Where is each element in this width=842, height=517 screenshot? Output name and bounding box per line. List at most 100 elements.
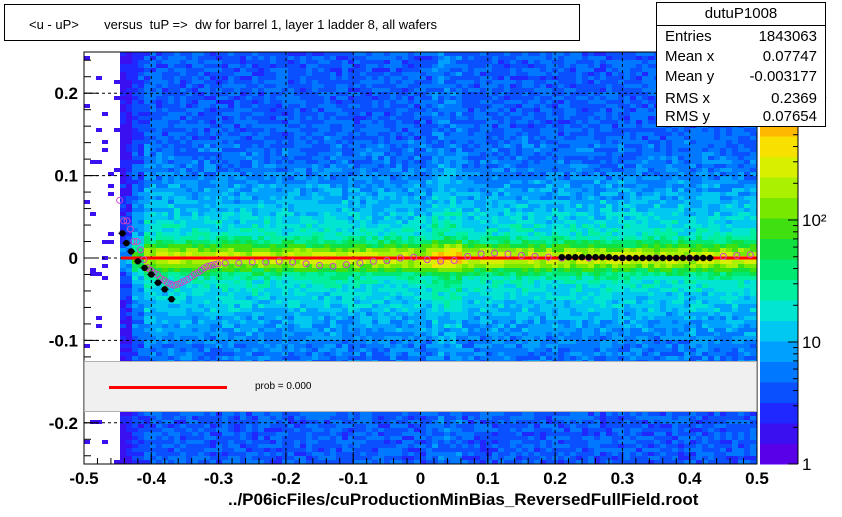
heatmap-cell (384, 184, 390, 188)
heatmap-cell (252, 76, 258, 80)
heatmap-cell (246, 348, 252, 352)
heatmap-cell (306, 128, 312, 132)
heatmap-cell (126, 156, 132, 160)
heatmap-cell (348, 292, 354, 296)
heatmap-cell (354, 452, 360, 456)
heatmap-cell (138, 84, 144, 88)
heatmap-cell (174, 208, 180, 212)
heatmap-cell (246, 164, 252, 168)
heatmap-cell (180, 204, 186, 208)
heatmap-cell (180, 116, 186, 120)
heatmap-cell (336, 216, 342, 220)
heatmap-cell (402, 296, 408, 300)
heatmap-cell (396, 292, 402, 296)
heatmap-cell (192, 160, 198, 164)
heatmap-cell (216, 252, 222, 256)
heatmap-cell (192, 172, 198, 176)
heatmap-cell (378, 68, 384, 72)
heatmap-cell (174, 420, 180, 424)
heatmap-cell (372, 444, 378, 448)
heatmap-cell (396, 284, 402, 288)
heatmap-cell (288, 108, 294, 112)
heatmap-cell (384, 356, 390, 360)
heatmap-cell (384, 204, 390, 208)
heatmap-cell (204, 192, 210, 196)
heatmap-cell (204, 140, 210, 144)
heatmap-cell (390, 428, 396, 432)
heatmap-cell (168, 84, 174, 88)
heatmap-cell (228, 156, 234, 160)
heatmap-cell (150, 68, 156, 72)
heatmap-cell (156, 180, 162, 184)
heatmap-cell (282, 164, 288, 168)
heatmap-cell (330, 184, 336, 188)
heatmap-cell (270, 252, 276, 256)
heatmap-cell (384, 236, 390, 240)
heatmap-cell (192, 192, 198, 196)
heatmap-cell (252, 268, 258, 272)
heatmap-cell (258, 312, 264, 316)
heatmap-cell (360, 64, 366, 68)
heatmap-cell (342, 456, 348, 460)
heatmap-cell (354, 240, 360, 244)
heatmap-cell (246, 412, 252, 416)
heatmap-cell (402, 352, 408, 356)
heatmap-cell (228, 268, 234, 272)
heatmap-cell (288, 212, 294, 216)
heatmap-cell (318, 352, 324, 356)
heatmap-cell (324, 180, 330, 184)
heatmap-cell (150, 276, 156, 280)
heatmap-cell (360, 56, 366, 60)
heatmap-cell (378, 216, 384, 220)
heatmap-cell (186, 340, 192, 344)
heatmap-cell (156, 456, 162, 460)
heatmap-cell (324, 148, 330, 152)
heatmap-cell (186, 180, 192, 184)
heatmap-cell (156, 328, 162, 332)
heatmap-cell (318, 320, 324, 324)
heatmap-cell (132, 356, 138, 360)
heatmap-cell (240, 176, 246, 180)
heatmap-cell (282, 412, 288, 416)
heatmap-cell (276, 144, 282, 148)
heatmap-cell (156, 96, 162, 100)
heatmap-cell (294, 56, 300, 60)
heatmap-cell (378, 236, 384, 240)
heatmap-cell (150, 128, 156, 132)
heatmap-cell (210, 88, 216, 92)
heatmap-cell (360, 352, 366, 356)
heatmap-cell (288, 128, 294, 132)
heatmap-cell (204, 128, 210, 132)
heatmap-cell (132, 244, 138, 248)
heatmap-cell (366, 240, 372, 244)
heatmap-cell (264, 60, 270, 64)
heatmap-cell (402, 100, 408, 104)
heatmap-cell (276, 436, 282, 440)
heatmap-cell (390, 352, 396, 356)
heatmap-cell (162, 272, 168, 276)
heatmap-cell (240, 328, 246, 332)
heatmap-cell (174, 412, 180, 416)
heatmap-cell (366, 420, 372, 424)
heatmap-cell (198, 412, 204, 416)
heatmap-cell (180, 184, 186, 188)
heatmap-cell (390, 88, 396, 92)
heatmap-cell (144, 112, 150, 116)
heatmap-cell (378, 348, 384, 352)
heatmap-cell (144, 332, 150, 336)
heatmap-cell (282, 280, 288, 284)
heatmap-cell (96, 316, 102, 320)
heatmap-cell (348, 328, 354, 332)
heatmap-cell (402, 92, 408, 96)
heatmap-cell (102, 140, 108, 144)
heatmap-cell (240, 260, 246, 264)
heatmap-cell (120, 84, 126, 88)
heatmap-cell (192, 352, 198, 356)
heatmap-cell (132, 424, 138, 428)
heatmap-cell (306, 172, 312, 176)
heatmap-cell (288, 152, 294, 156)
heatmap-cell (372, 200, 378, 204)
heatmap-cell (342, 304, 348, 308)
heatmap-cell (204, 420, 210, 424)
heatmap-cell (258, 224, 264, 228)
